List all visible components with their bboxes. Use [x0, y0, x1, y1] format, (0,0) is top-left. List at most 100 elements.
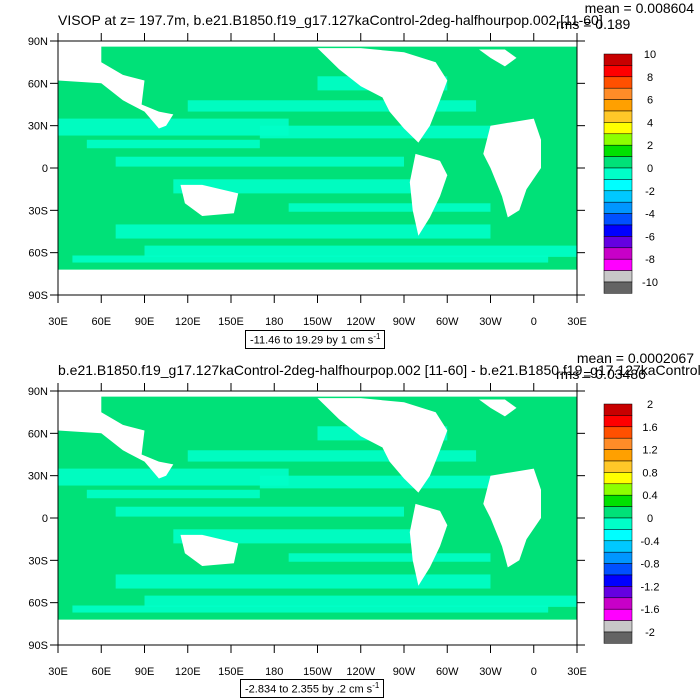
y-tick-label: 30S: [28, 555, 48, 567]
land-mask: [479, 49, 517, 67]
land-mask: [483, 118, 541, 218]
y-tick-label: 90N: [28, 386, 48, 398]
colorbar-segment: [603, 540, 633, 553]
range-text: -11.46 to 19.29 by 1 cm s: [250, 334, 374, 347]
y-tick-label: 30N: [28, 121, 48, 133]
colorbar-segment: [603, 631, 633, 644]
land-mask: [58, 41, 577, 47]
x-tick-label: 120W: [346, 666, 375, 678]
x-tick-label: 0: [531, 316, 537, 328]
y-tick-label: 0: [42, 513, 48, 525]
map-plot: 90N 60N 30N 0 30S 60S 90S 30E 60E 90E 120E 150E 180 1…: [28, 33, 658, 328]
ocean-band: [115, 506, 405, 517]
y-tick-label: 60N: [28, 78, 48, 90]
colorbar-label: -4: [645, 209, 655, 221]
y-tick-label: 30S: [28, 205, 48, 217]
ocean-band: [259, 125, 491, 139]
colorbar-segment: [603, 460, 633, 473]
x-tick-label: 150W: [303, 666, 332, 678]
y-tick-label: 90N: [28, 36, 48, 48]
x-tick-label: 30E: [567, 666, 587, 678]
land-mask: [483, 468, 541, 568]
land-mask: [58, 391, 577, 397]
colorbar-segment: [603, 517, 633, 530]
x-tick-label: 90E: [135, 666, 155, 678]
colorbar-label: 10: [644, 49, 656, 61]
y-tick-label: 60S: [28, 248, 48, 260]
colorbar-segment: [603, 426, 633, 439]
rms-text: rms = 0.03486: [556, 366, 646, 382]
panel-bottom: b.e21.B1850.f19_g17.127kaControl-2deg-ha…: [0, 350, 700, 700]
colorbar-segment: [603, 76, 633, 89]
colorbar-label: 6: [647, 95, 653, 107]
x-tick-label: 60E: [91, 316, 111, 328]
rms-text: rms = 0.189: [556, 16, 631, 32]
map-area: [58, 41, 577, 295]
land-mask: [58, 391, 174, 479]
x-tick-label: 90E: [135, 316, 155, 328]
colorbar-segment: [603, 99, 633, 112]
colorbar-segment: [603, 224, 633, 237]
mean-text: mean = 0.0002067: [576, 350, 694, 366]
colorbar-label: -6: [645, 231, 655, 243]
x-tick-label: 90W: [393, 316, 416, 328]
land-mask: [180, 534, 239, 566]
x-tick-label: 30W: [479, 316, 502, 328]
colorbar-label: 0: [647, 513, 653, 525]
x-tick-label: 180: [265, 316, 283, 328]
mean-text: mean = 0.008604: [584, 0, 694, 16]
x-tick-label: 60E: [91, 666, 111, 678]
colorbar-segment: [603, 167, 633, 180]
colorbar-segment: [603, 494, 633, 507]
land-mask: [58, 41, 174, 129]
colorbar-label: 2: [647, 399, 653, 411]
x-tick-label: 30E: [48, 316, 68, 328]
colorbar-label: 1.6: [642, 422, 657, 434]
colorbar-label: -2: [645, 186, 655, 198]
colorbar-label: 0.8: [642, 467, 657, 479]
panel-top: VISOP at z= 197.7m, b.e21.B1850.f19_g17.…: [28, 0, 694, 349]
colorbar-label: 0.4: [642, 490, 657, 502]
colorbar-segment: [603, 156, 633, 169]
colorbar-segment: [603, 449, 633, 462]
colorbar-label: -8: [645, 254, 655, 266]
land-mask: [58, 619, 577, 645]
x-tick-label: 30W: [479, 666, 502, 678]
colorbar-segment: [603, 437, 633, 450]
colorbar-segment: [603, 608, 633, 621]
x-tick-label: 30E: [48, 666, 68, 678]
ocean-band: [187, 100, 477, 112]
ocean-band: [86, 139, 260, 149]
ocean-band: [259, 475, 491, 489]
contour-range-box: -2.834 to 2.355 by .2 cm s-1: [240, 679, 385, 698]
colorbar-segment: [603, 506, 633, 519]
y-tick-label: 90S: [28, 290, 48, 302]
ocean-band: [115, 224, 491, 239]
range-unit-exponent: -1: [373, 332, 381, 341]
colorbar-label: -1.2: [641, 581, 660, 593]
colorbar-segment: [603, 586, 633, 599]
map-area: [58, 391, 577, 645]
colorbar-segment: [603, 87, 633, 100]
ocean-band: [173, 529, 433, 544]
land-mask: [317, 398, 448, 493]
land-mask: [317, 48, 448, 143]
colorbar-label: -10: [642, 277, 658, 289]
colorbar-segment: [603, 472, 633, 485]
ocean-band: [86, 489, 260, 499]
ocean-band: [58, 118, 289, 136]
colorbar-segment: [603, 247, 633, 260]
colorbar-segment: [603, 529, 633, 542]
colorbar-segment: [603, 144, 633, 157]
ocean-band: [144, 245, 577, 257]
x-tick-label: 60W: [436, 666, 459, 678]
colorbar-label: 1.2: [642, 445, 657, 457]
ocean-band: [115, 156, 405, 167]
colorbar-segment: [603, 213, 633, 226]
colorbar-segment: [603, 258, 633, 271]
x-tick-label: 30E: [567, 316, 587, 328]
ocean-band: [72, 255, 549, 263]
colorbar-label: 0: [647, 163, 653, 175]
colorbar-segment: [603, 179, 633, 192]
colorbar-label: -2: [645, 627, 655, 639]
